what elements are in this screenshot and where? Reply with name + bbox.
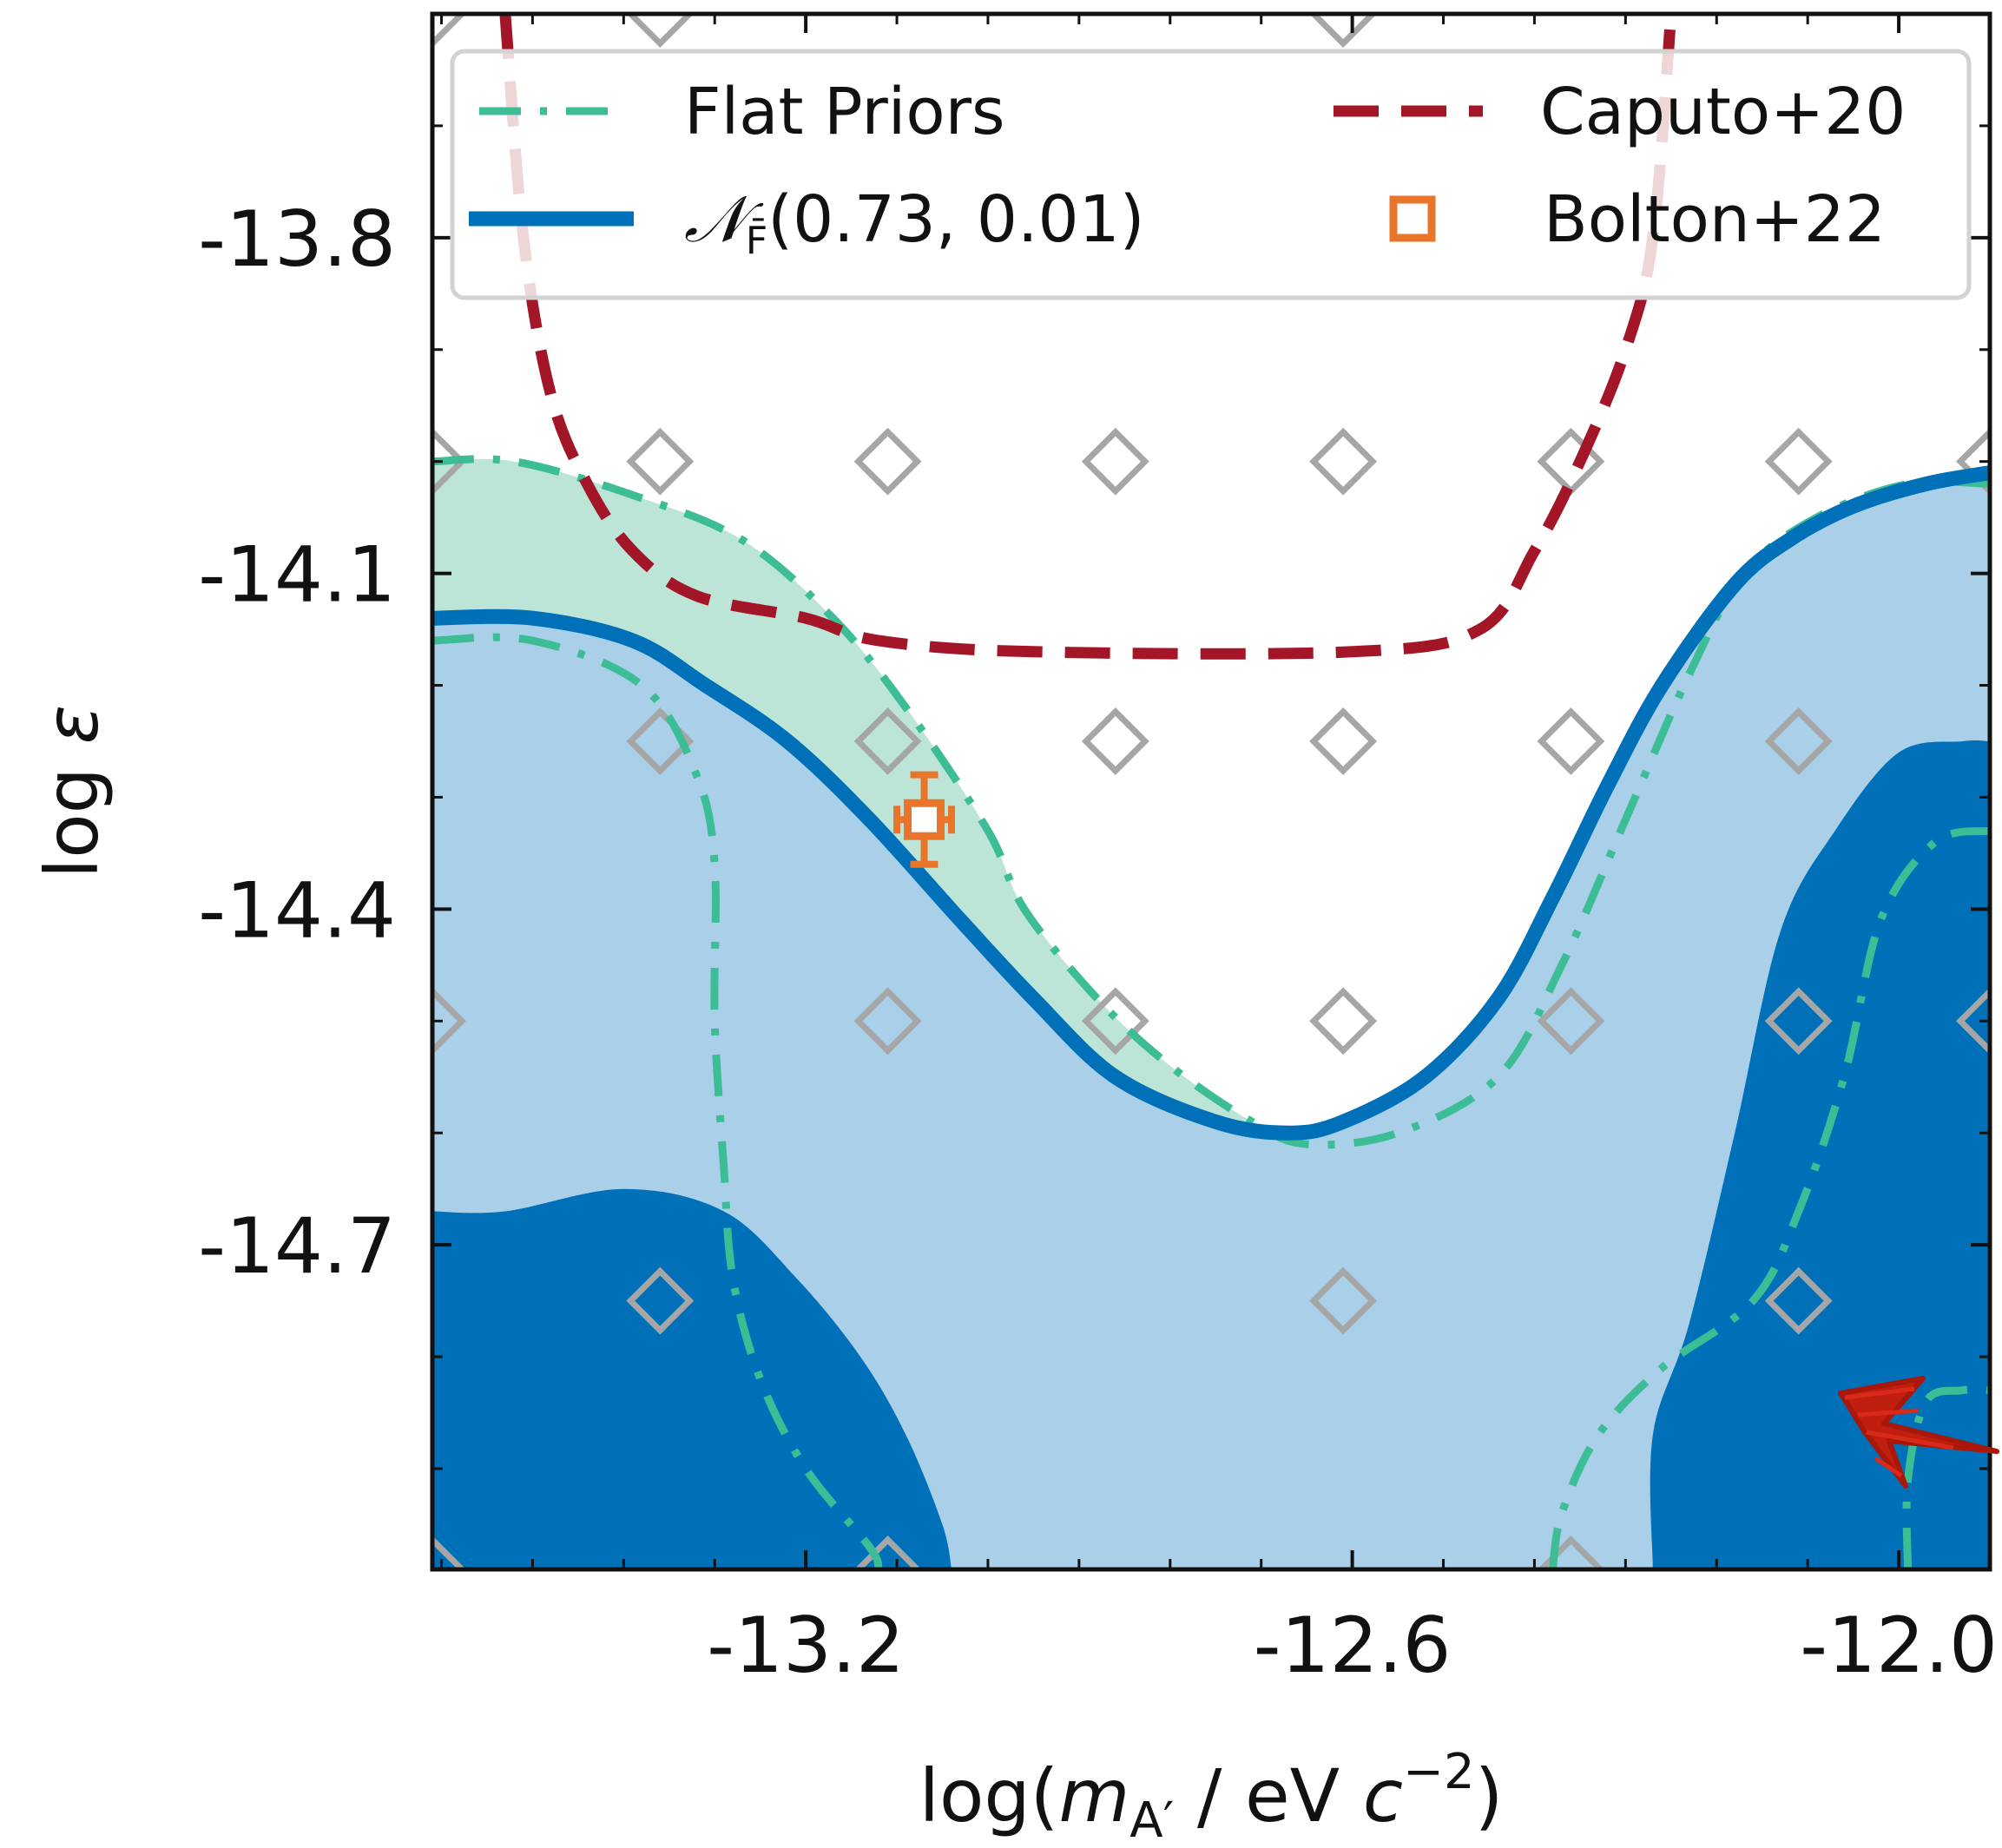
grid-marker-diamond xyxy=(1764,1266,1833,1335)
grid-marker-diamond xyxy=(853,1536,922,1569)
y-tick-label: -13.8 xyxy=(198,194,396,284)
grid-marker-diamond xyxy=(1081,707,1149,775)
x-tick-label: -13.2 xyxy=(707,1601,905,1690)
nf-solid-line xyxy=(432,465,1990,1141)
grid-marker-diamond xyxy=(1956,987,1990,1056)
grid-marker-diamond xyxy=(1081,987,1149,1056)
legend-flat-label: Flat Priors xyxy=(684,75,1005,149)
legend-bolton-label: Bolton+22 xyxy=(1544,182,1886,257)
x-axis-title-part: ) xyxy=(1475,1753,1504,1838)
grid-marker-diamond xyxy=(626,14,695,48)
legend-box xyxy=(450,49,1972,300)
plot-frame xyxy=(430,11,1992,1572)
grid-marker-diamond xyxy=(432,987,466,1056)
flat-priors-line xyxy=(1548,826,1990,1569)
nf-light-region xyxy=(432,472,1990,1569)
caputo-dashed-line xyxy=(499,14,1677,660)
legend-caputo-label: Caputo+20 xyxy=(1540,75,1906,149)
bolton-marker xyxy=(904,799,945,840)
x-tick-label: -12.6 xyxy=(1254,1601,1452,1690)
flat-priors-line xyxy=(432,455,1990,1149)
legend-nf-params: (0.73, 0.01) xyxy=(767,182,1144,257)
flat-priors-line xyxy=(432,633,883,1569)
annotation xyxy=(1838,1376,1999,1489)
grid-marker-diamond xyxy=(1764,707,1833,775)
grid-marker-diamond xyxy=(1081,427,1149,496)
legend-bolton-marker xyxy=(1389,195,1436,242)
grid-marker-diamond xyxy=(1956,427,1990,496)
nf-dark-region-left xyxy=(432,1188,952,1569)
x-axis-title: log(mA′ / eV c−2) xyxy=(919,1744,1504,1844)
grid-marker-diamond xyxy=(1309,1266,1378,1335)
grid-marker-diamond xyxy=(853,707,922,775)
x-tick-label: -12.0 xyxy=(1800,1601,1998,1690)
grid-marker-diamond xyxy=(1309,987,1378,1056)
grid-marker-diamond xyxy=(1764,427,1833,496)
grid-marker-diamond xyxy=(1764,987,1833,1056)
grid-markers xyxy=(432,14,1990,1569)
x-axis-title-var: m xyxy=(1058,1753,1129,1838)
grid-marker-diamond xyxy=(1537,707,1605,775)
nf-dark-region-right xyxy=(1650,740,1990,1569)
grid-marker-diamond xyxy=(1309,14,1378,48)
grid-marker-diamond xyxy=(626,1266,695,1335)
red-scribble-strokes xyxy=(1844,1386,1954,1478)
axes: -13.2 -12.6 -12.0 -13.8 -14.1 -14.4 -14.7 log(m… xyxy=(30,11,1998,1848)
x-axis-title-part: / eV xyxy=(1174,1753,1363,1838)
y-tick-label: -14.1 xyxy=(198,530,396,620)
grid-marker-diamond xyxy=(432,427,466,496)
y-axis-title-var: ε xyxy=(30,705,115,744)
grid-marker-diamond xyxy=(1537,987,1605,1056)
bolton-point-group xyxy=(893,771,955,868)
y-axis-title-part: log xyxy=(30,744,115,878)
legend-nf-label: 𝒩F̄(0.73, 0.01) xyxy=(684,182,1145,263)
grid-marker-diamond xyxy=(626,427,695,496)
x-axis-title-part: log( xyxy=(919,1753,1059,1838)
y-tick-label: -14.4 xyxy=(198,865,396,955)
legend: Flat Priors Caputo+20 𝒩F̄(0.73, 0.01) Bolto… xyxy=(450,49,1972,300)
x-axis-title-var: c xyxy=(1363,1753,1403,1838)
grid-marker-diamond xyxy=(1309,427,1378,496)
grid-marker-diamond xyxy=(432,1536,466,1569)
grid-marker-diamond xyxy=(853,987,922,1056)
x-axis-title-sub: A′ xyxy=(1129,1792,1174,1844)
grid-marker-diamond xyxy=(853,427,922,496)
grid-marker-diamond xyxy=(1309,707,1378,775)
y-axis-title: log ε xyxy=(30,705,115,878)
legend-nf-sub: F̄ xyxy=(746,217,767,263)
contour-lines xyxy=(432,14,1990,1569)
x-axis-title-sup: −2 xyxy=(1403,1744,1475,1800)
y-tick-label: -14.7 xyxy=(198,1201,396,1291)
contour-regions xyxy=(432,458,1990,1569)
